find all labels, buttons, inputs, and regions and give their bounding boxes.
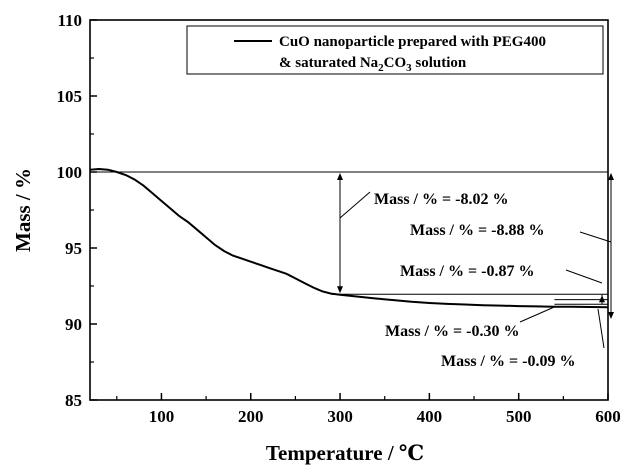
x-tick-label: 200 xyxy=(238,407,264,426)
x-tick-label: 300 xyxy=(327,407,353,426)
legend-line2-sub2: 3 xyxy=(406,62,412,74)
legend-line2: & saturated Na2CO3 solution xyxy=(279,55,467,74)
mass-curve xyxy=(89,167,609,309)
x-tick-label: 500 xyxy=(506,407,532,426)
legend-line2-b: CO xyxy=(384,55,407,71)
legend-line2-sub1: 2 xyxy=(378,62,384,74)
legend-line2-c: solution xyxy=(412,55,467,71)
y-axis-ticks: 85 90 95 100 105 110 xyxy=(57,11,97,410)
annotation-mass-8-88: Mass / % = -8.88 % xyxy=(410,222,544,239)
arrow-8-88-head-top xyxy=(608,173,614,180)
leader-8-02 xyxy=(339,191,371,219)
annotation-mass-0-87: Mass / % = -0.87 % xyxy=(400,263,534,280)
y-tick-label: 90 xyxy=(65,315,82,334)
leader-8-88 xyxy=(579,231,612,243)
y-axis-label: Mass / % xyxy=(11,168,35,252)
arrow-8-88-head-bottom xyxy=(608,311,614,319)
annotation-mass-0-09: Mass / % = -0.09 % xyxy=(441,353,575,370)
leader-0-30 xyxy=(519,305,557,323)
annotation-mass-0-30: Mass / % = -0.30 % xyxy=(385,323,519,340)
arrow-0-87-head xyxy=(599,295,605,303)
leader-0-87 xyxy=(565,269,603,284)
y-tick-label: 85 xyxy=(65,391,82,410)
annotation-mass-8-02: Mass / % = -8.02 % xyxy=(374,191,508,208)
leader-0-09 xyxy=(597,308,605,349)
y-tick-label: 100 xyxy=(57,163,83,182)
y-tick-label: 110 xyxy=(57,11,82,30)
y-tick-label: 95 xyxy=(65,239,82,258)
legend-line1: CuO nanoparticle prepared with PEG400 xyxy=(279,34,546,50)
arrow-8-02-head-bottom xyxy=(337,286,343,294)
legend: CuO nanoparticle prepared with PEG400 & … xyxy=(186,25,604,75)
legend-line2-a: & saturated Na xyxy=(279,55,379,71)
x-axis-ticks: 100 200 300 400 500 600 xyxy=(116,393,621,426)
y-tick-label: 105 xyxy=(57,87,83,106)
x-axis-label: Temperature / ℃ xyxy=(266,441,424,465)
legend-box xyxy=(186,25,604,75)
x-tick-label: 100 xyxy=(149,407,175,426)
reference-lines xyxy=(91,171,614,349)
arrow-8-02-head-top xyxy=(337,173,343,180)
x-tick-label: 400 xyxy=(417,407,443,426)
x-tick-label: 600 xyxy=(595,407,621,426)
